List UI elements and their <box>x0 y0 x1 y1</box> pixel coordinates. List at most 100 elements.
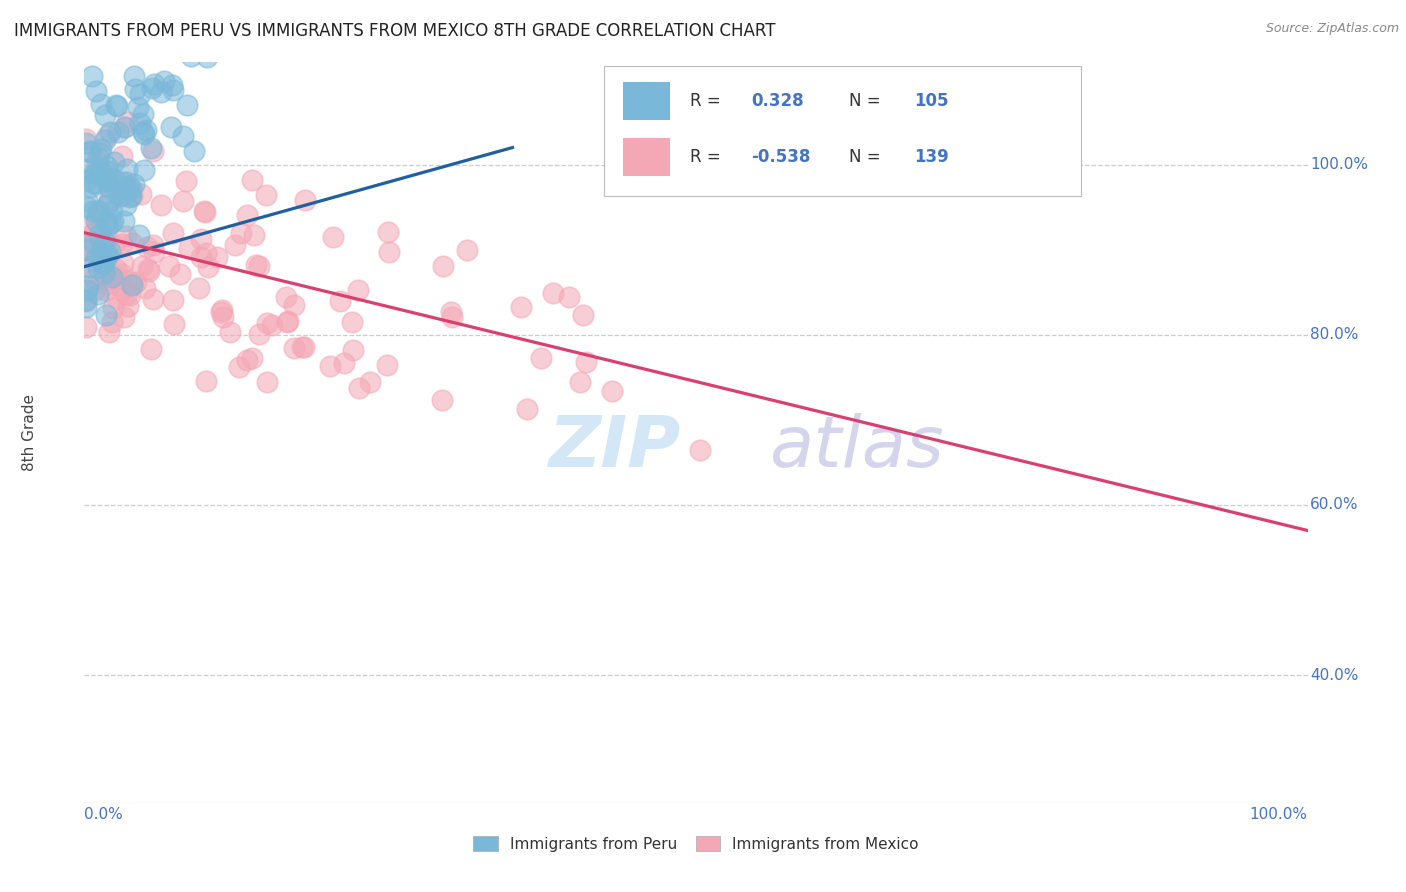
Point <box>319 359 342 373</box>
Point <box>105 261 128 276</box>
Point <box>76 194 98 209</box>
Point <box>235 353 257 368</box>
Point <box>142 238 165 252</box>
Point <box>75 244 97 258</box>
Point <box>262 318 284 332</box>
Text: 60.0%: 60.0% <box>1310 498 1358 513</box>
Point <box>84 213 107 227</box>
Point <box>82 203 104 218</box>
Point <box>142 293 165 307</box>
Point <box>90 143 112 157</box>
Point <box>75 136 97 150</box>
Point <box>97 174 120 188</box>
Point <box>112 175 135 189</box>
Point <box>432 259 454 273</box>
Point <box>211 302 233 317</box>
Point <box>100 170 122 185</box>
Point <box>120 180 142 194</box>
Point <box>134 281 156 295</box>
Point <box>90 234 112 248</box>
Point <box>112 187 135 202</box>
Point <box>256 375 278 389</box>
Point <box>375 358 398 372</box>
Point <box>115 162 138 177</box>
Point <box>80 69 103 83</box>
Point <box>79 220 101 235</box>
Point <box>100 204 122 219</box>
Point <box>77 278 100 293</box>
Point <box>107 291 129 305</box>
Point <box>103 154 125 169</box>
Point <box>117 299 139 313</box>
Point <box>94 230 117 244</box>
Point <box>97 248 120 262</box>
Point <box>86 248 108 262</box>
Point <box>231 227 253 241</box>
Point <box>76 200 98 214</box>
Point <box>107 271 129 285</box>
Point <box>96 173 118 187</box>
Point <box>187 280 209 294</box>
Point <box>87 150 110 164</box>
Point <box>121 277 143 292</box>
Point <box>97 193 120 207</box>
Point <box>510 300 533 314</box>
Point <box>195 374 218 388</box>
Point <box>195 50 218 64</box>
Point <box>120 288 142 302</box>
Point <box>79 145 101 159</box>
Point <box>87 228 110 243</box>
Point <box>205 250 228 264</box>
Point <box>575 354 598 368</box>
Text: 105: 105 <box>914 92 948 110</box>
Point <box>174 174 197 188</box>
Point <box>149 198 172 212</box>
Point <box>195 246 218 260</box>
Point <box>115 287 138 301</box>
Point <box>94 108 117 122</box>
Point <box>176 97 198 112</box>
Point <box>340 315 363 329</box>
Point <box>162 227 184 241</box>
Point <box>114 198 136 212</box>
Point <box>80 180 103 194</box>
Point <box>86 176 108 190</box>
Point <box>256 316 278 330</box>
Point <box>143 245 166 260</box>
Point <box>197 260 219 275</box>
Point <box>98 244 121 259</box>
Point <box>377 225 399 239</box>
Point <box>329 294 352 309</box>
Point <box>157 259 180 273</box>
Point <box>602 384 624 399</box>
Point <box>83 253 105 268</box>
Point <box>76 172 98 186</box>
Text: R =: R = <box>690 92 725 110</box>
Point <box>87 287 110 301</box>
Point <box>193 204 215 219</box>
Point <box>180 49 202 63</box>
Point <box>243 227 266 242</box>
Point <box>276 315 298 329</box>
FancyBboxPatch shape <box>623 138 671 177</box>
Point <box>97 180 120 194</box>
Point <box>228 359 250 374</box>
Text: Source: ZipAtlas.com: Source: ZipAtlas.com <box>1265 22 1399 36</box>
Point <box>183 144 205 158</box>
Point <box>115 174 138 188</box>
Point <box>79 266 101 280</box>
Point <box>100 216 122 230</box>
Point <box>247 327 270 342</box>
Point <box>194 205 217 219</box>
Point <box>93 133 115 147</box>
Point <box>97 326 120 340</box>
Point <box>86 209 108 223</box>
Point <box>84 167 107 181</box>
Point <box>96 277 118 292</box>
Point <box>172 128 194 143</box>
Point <box>110 186 132 200</box>
Point <box>111 268 134 282</box>
Point <box>93 250 115 264</box>
Point <box>131 259 153 273</box>
Point <box>75 132 97 146</box>
